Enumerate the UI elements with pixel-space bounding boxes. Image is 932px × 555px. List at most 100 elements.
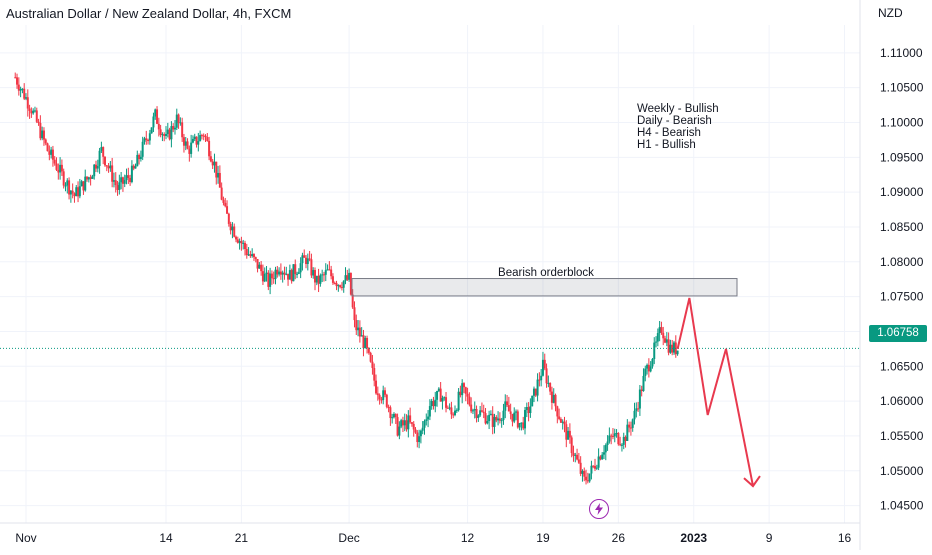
candle-body: [595, 467, 598, 469]
candle-body: [26, 97, 29, 109]
candle-body: [208, 140, 211, 157]
candle-body: [577, 459, 580, 463]
candle-body: [446, 407, 449, 409]
candle-body: [475, 409, 478, 418]
candle-body: [274, 269, 277, 280]
candle-body: [33, 110, 36, 112]
candle-body: [457, 391, 460, 411]
candle-body: [116, 185, 119, 190]
candle-body: [452, 414, 455, 416]
candle-body: [86, 176, 89, 180]
candle-body: [391, 417, 394, 419]
x-tick-label: 2023: [680, 531, 707, 545]
candle-body: [574, 454, 577, 456]
candle-body: [416, 432, 419, 443]
candle-body: [68, 180, 71, 195]
candle-body: [179, 122, 182, 124]
candle-body: [649, 366, 652, 372]
candle-body: [360, 335, 363, 337]
candle-body: [182, 137, 185, 146]
candle-body: [380, 399, 383, 401]
candle-body: [613, 433, 616, 437]
candle-body: [635, 408, 638, 411]
candle-body: [563, 421, 566, 425]
candle-body: [597, 456, 600, 468]
candle-body: [441, 398, 444, 402]
candle-body: [538, 379, 541, 381]
candle-body: [349, 272, 352, 295]
candle-body: [515, 411, 518, 413]
candle-body: [378, 395, 381, 400]
candle-body: [66, 180, 69, 186]
candle-body: [93, 164, 96, 177]
candle-body: [552, 394, 555, 403]
candle-body: [556, 406, 559, 417]
candle-body: [462, 383, 465, 388]
candle-body: [602, 452, 605, 455]
candle-body: [344, 275, 347, 281]
candle-body: [522, 422, 525, 429]
candle-body: [243, 242, 246, 249]
candle-body: [491, 413, 494, 427]
candle-body: [405, 420, 408, 430]
candle-body: [161, 134, 164, 136]
candle-body: [419, 430, 422, 437]
candle-body: [384, 390, 386, 395]
bias-notes: Weekly - Bullish Daily - Bearish H4 - Be…: [637, 103, 719, 151]
candle-body: [120, 177, 123, 183]
candle-body: [628, 424, 631, 428]
candle-body: [524, 410, 527, 429]
candle-body: [152, 116, 155, 128]
candle-body: [60, 164, 63, 172]
candle-body: [382, 390, 385, 400]
candle-body: [209, 156, 212, 162]
candle-body: [620, 444, 623, 446]
candle-body: [466, 393, 469, 397]
candle-body: [89, 177, 92, 179]
candle-body: [588, 473, 591, 482]
candle-body: [41, 130, 44, 139]
candle-body: [206, 137, 209, 141]
candle-body: [436, 391, 439, 400]
candle-body: [240, 241, 243, 244]
candle-body: [80, 181, 83, 187]
candle-body: [507, 405, 510, 412]
y-tick-label: 1.06500: [880, 359, 924, 373]
candle-body: [157, 123, 160, 130]
candle-body: [640, 389, 643, 392]
candle-body: [217, 172, 220, 178]
candle-body: [57, 169, 60, 173]
candle-body: [59, 164, 62, 173]
candle-body: [296, 273, 299, 275]
candle-body: [565, 424, 568, 440]
candle-body: [486, 421, 489, 424]
candle-body: [358, 327, 361, 337]
candle-body: [100, 147, 103, 151]
candle-body: [638, 389, 641, 409]
candle-body: [479, 410, 482, 416]
candle-body: [181, 122, 184, 138]
candle-body: [387, 406, 390, 408]
candle-body: [506, 401, 509, 406]
lightning-icon[interactable]: [589, 499, 609, 519]
candle-body: [102, 147, 105, 157]
projection-path: [676, 297, 754, 487]
candle-body: [177, 114, 180, 123]
x-tick-label: Dec: [338, 531, 359, 545]
y-tick-label: 1.05500: [880, 429, 924, 443]
candle-body: [186, 141, 189, 149]
candle-body: [655, 341, 658, 343]
candle-body: [445, 397, 448, 408]
y-tick-label: 1.08000: [880, 255, 924, 269]
candle-body: [545, 368, 548, 384]
candle-body: [601, 454, 604, 460]
candle-body: [672, 342, 675, 353]
candle-body: [269, 273, 272, 287]
candle-body: [263, 273, 266, 282]
candle-body: [513, 412, 516, 422]
candle-body: [520, 422, 523, 424]
orderblock-zone: [351, 278, 738, 297]
candle-body: [147, 140, 150, 142]
candle-body: [480, 410, 483, 412]
